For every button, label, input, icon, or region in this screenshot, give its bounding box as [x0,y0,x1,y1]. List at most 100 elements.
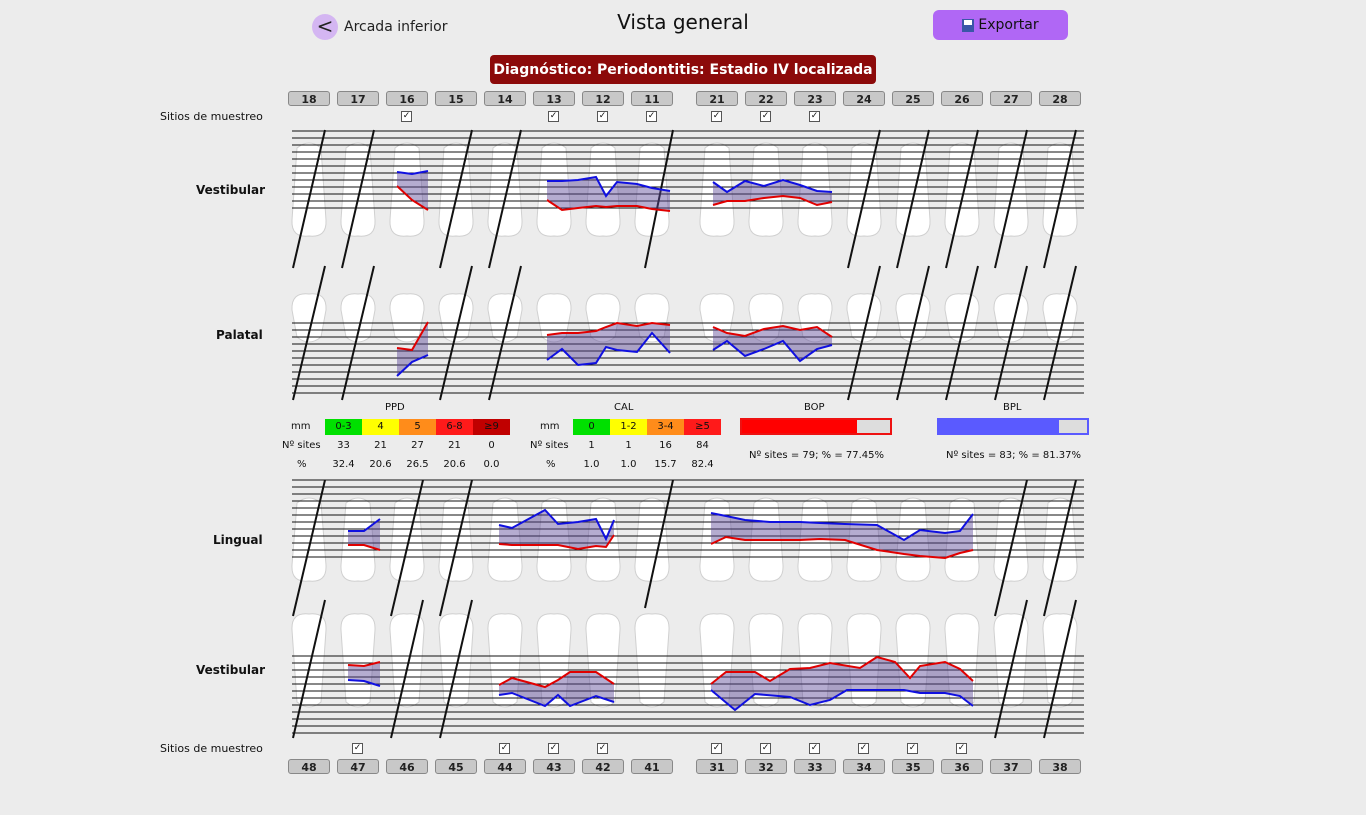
bop-summary: Nº sites = 79; % = 77.45% [749,450,885,461]
lower-tooth-button-45[interactable]: 45 [435,759,477,774]
lower-tooth-button-46[interactable]: 46 [386,759,428,774]
lower-tooth-button-47[interactable]: 47 [337,759,379,774]
ppd-range-0: 0-3 [325,419,362,435]
lower-tooth-button-48[interactable]: 48 [288,759,330,774]
lower-tooth-button-31[interactable]: 31 [696,759,738,774]
ppd-pct-2: 26.5 [406,459,429,470]
cal-sites-1: 1 [625,440,632,451]
bop-bar [740,418,892,435]
lv-47-margin-line [347,679,381,687]
lower-tooth-button-41[interactable]: 41 [631,759,673,774]
ll-31-36-pocket-line [710,535,974,560]
lower-lingual-tooth-4 [487,497,523,582]
lower-tooth-button-35[interactable]: 35 [892,759,934,774]
missing-tooth-slash [994,479,1028,617]
sample-site-checkbox-12[interactable]: ✓ [597,111,608,122]
upper-vestibular-tooth-11 [846,142,882,237]
ppd-pct-4: 0.0 [483,459,500,470]
ppd-range-3: 6-8 [436,419,473,435]
up-13-11-margin-line [546,331,671,367]
upper-tooth-button-13[interactable]: 13 [533,91,575,106]
sample-site-checkbox-16[interactable]: ✓ [401,111,412,122]
upper-vestibular-tooth-0 [291,142,327,237]
ppd-sites-1: 21 [374,440,387,451]
uv-16-margin-line [396,170,429,176]
lower-tooth-button-36[interactable]: 36 [941,759,983,774]
lower-vestibular-tooth-15 [1042,613,1078,708]
missing-tooth-slash [1043,265,1077,401]
lower-vestibular-tooth-3 [438,613,474,708]
upper-tooth-button-26[interactable]: 26 [941,91,983,106]
ppd-title: PPD [385,402,405,413]
ppd-pct-3: 20.6 [443,459,466,470]
back-button[interactable]: < Arcada inferior [312,12,448,42]
lower-tooth-button-34[interactable]: 34 [843,759,885,774]
sample-site-checkbox-36[interactable]: ✓ [956,743,967,754]
lower-lingual-tooth-7 [634,497,670,582]
lower-tooth-button-37[interactable]: 37 [990,759,1032,774]
sample-site-checkbox-13[interactable]: ✓ [548,111,559,122]
upper-tooth-button-17[interactable]: 17 [337,91,379,106]
sample-site-checkbox-23[interactable]: ✓ [809,111,820,122]
lower-tooth-button-42[interactable]: 42 [582,759,624,774]
sample-site-checkbox-32[interactable]: ✓ [760,743,771,754]
missing-tooth-slash [847,265,881,401]
missing-tooth-slash [1043,599,1077,739]
lower-lingual-label: Lingual [213,533,263,547]
ppd-range-1: 4 [362,419,399,435]
sample-site-checkbox-35[interactable]: ✓ [907,743,918,754]
upper-tooth-button-25[interactable]: 25 [892,91,934,106]
lower-tooth-button-43[interactable]: 43 [533,759,575,774]
upper-tooth-button-22[interactable]: 22 [745,91,787,106]
upper-tooth-button-12[interactable]: 12 [582,91,624,106]
cal-range-2: 3-4 [647,419,684,435]
bpl-title: BPL [1003,402,1022,413]
lower-tooth-button-32[interactable]: 32 [745,759,787,774]
upper-tooth-button-11[interactable]: 11 [631,91,673,106]
lower-tooth-button-44[interactable]: 44 [484,759,526,774]
up-21-23-margin-line [712,339,833,363]
missing-tooth-slash [896,129,930,269]
cal-sites-0: 1 [588,440,595,451]
sample-site-checkbox-11[interactable]: ✓ [646,111,657,122]
upper-tooth-button-14[interactable]: 14 [484,91,526,106]
ll-47-pocket-line [348,544,381,551]
export-button[interactable]: Exportar [933,10,1068,40]
sample-site-checkbox-43[interactable]: ✓ [548,743,559,754]
lower-tooth-button-38[interactable]: 38 [1039,759,1081,774]
missing-tooth-slash [292,479,326,617]
missing-tooth-slash [292,265,326,401]
sample-site-checkbox-34[interactable]: ✓ [858,743,869,754]
cal-pct-3: 82.4 [691,459,714,470]
sample-site-checkbox-33[interactable]: ✓ [809,743,820,754]
upper-tooth-button-16[interactable]: 16 [386,91,428,106]
lv-44-42-pocket-line [498,671,615,689]
cal-pct-2: 15.7 [654,459,677,470]
up-16-area [397,322,428,376]
sample-site-checkbox-31[interactable]: ✓ [711,743,722,754]
upper-tooth-button-18[interactable]: 18 [288,91,330,106]
upper-tooth-button-15[interactable]: 15 [435,91,477,106]
sample-site-checkbox-42[interactable]: ✓ [597,743,608,754]
ppd-range-2: 5 [399,419,436,435]
ppd-sites-2: 27 [411,440,424,451]
uv-13-11-margin-line [547,175,671,198]
cal-sites-3: 84 [696,440,709,451]
upper-tooth-button-23[interactable]: 23 [794,91,836,106]
upper-tooth-button-21[interactable]: 21 [696,91,738,106]
floppy-disk-icon [962,18,975,32]
cal-range-1: 1-2 [610,419,647,435]
lower-tooth-button-33[interactable]: 33 [794,759,836,774]
sample-site-checkbox-21[interactable]: ✓ [711,111,722,122]
upper-tooth-button-27[interactable]: 27 [990,91,1032,106]
upper-vestibular-tooth-4 [487,142,523,237]
missing-tooth-slash [390,479,424,617]
upper-tooth-button-24[interactable]: 24 [843,91,885,106]
sample-site-checkbox-44[interactable]: ✓ [499,743,510,754]
sample-site-checkbox-22[interactable]: ✓ [760,111,771,122]
missing-tooth-slash [292,129,326,269]
upper-tooth-button-28[interactable]: 28 [1039,91,1081,106]
upper-vestibular-tooth-12 [895,142,931,237]
sample-site-checkbox-47[interactable]: ✓ [352,743,363,754]
